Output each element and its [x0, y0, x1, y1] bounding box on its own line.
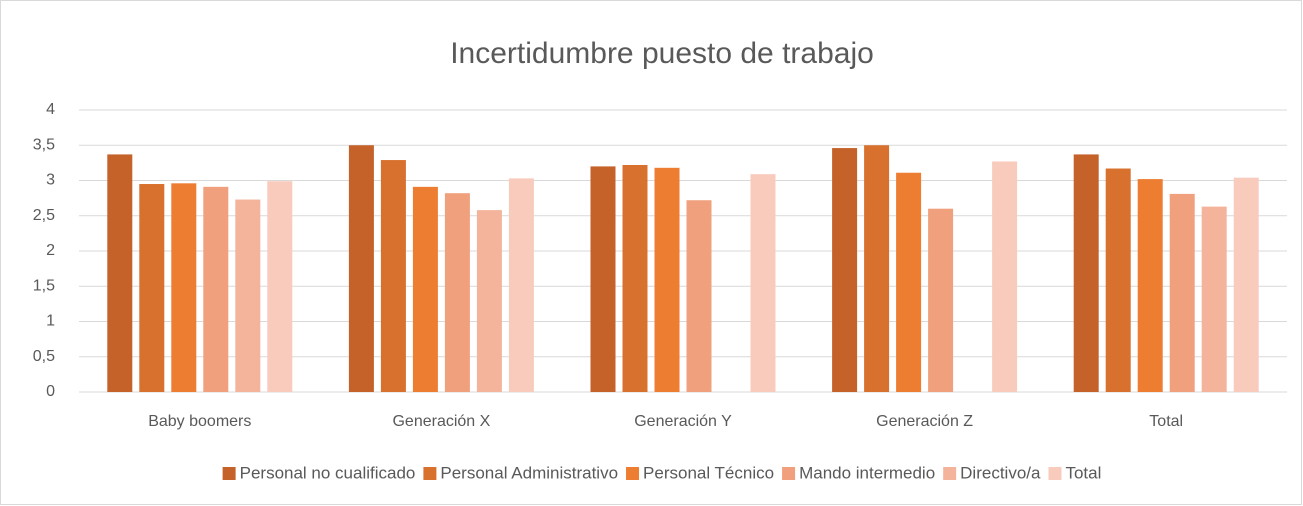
bar	[992, 161, 1018, 392]
y-tick-label: 3,5	[33, 136, 55, 153]
bar	[654, 167, 680, 392]
bar	[1169, 193, 1195, 392]
bar	[444, 193, 470, 392]
bar	[1233, 177, 1259, 392]
bar	[267, 181, 293, 392]
bar	[508, 178, 534, 392]
legend-label: Personal no cualificado	[240, 463, 416, 482]
bar	[896, 172, 922, 392]
bar	[1201, 206, 1227, 392]
bar	[412, 186, 438, 392]
bar	[203, 186, 229, 392]
legend-label: Personal Administrativo	[440, 463, 618, 482]
legend-swatch	[943, 467, 957, 480]
bar	[348, 145, 374, 392]
x-tick-label: Baby boomers	[148, 413, 251, 430]
legend-label: Total	[1065, 463, 1101, 482]
x-tick-label: Generación Y	[634, 413, 732, 430]
bar	[139, 184, 165, 392]
legend-swatch	[423, 467, 437, 480]
y-tick-label: 2,5	[33, 207, 55, 224]
bar	[1137, 179, 1163, 392]
legend-swatch	[626, 467, 640, 480]
y-tick-label: 1	[46, 313, 55, 330]
y-tick-label: 3	[46, 172, 55, 189]
y-tick-label: 4	[46, 101, 55, 118]
bar	[380, 160, 406, 392]
x-tick-label: Total	[1149, 413, 1183, 430]
bar	[622, 164, 648, 392]
legend-label: Mando intermedio	[799, 463, 935, 482]
bar	[476, 210, 502, 392]
legend-swatch	[222, 467, 236, 480]
legend-label: Directivo/a	[960, 463, 1041, 482]
bar	[1073, 154, 1099, 392]
y-tick-label: 0,5	[33, 348, 55, 365]
chart-title: Incertidumbre puesto de trabajo	[450, 37, 874, 70]
y-tick-label: 0	[46, 383, 55, 400]
x-tick-label: Generación Z	[876, 413, 973, 430]
legend-label: Personal Técnico	[643, 463, 774, 482]
bar	[1105, 168, 1131, 392]
y-tick-label: 2	[46, 242, 55, 259]
bar	[590, 166, 616, 392]
bar	[750, 174, 776, 392]
legend-swatch	[1048, 467, 1062, 480]
bar	[832, 148, 858, 392]
bar	[928, 208, 954, 392]
bar	[107, 154, 133, 392]
bar	[171, 183, 197, 392]
bar	[864, 145, 890, 392]
x-tick-label: Generación X	[392, 413, 490, 430]
bar	[686, 200, 712, 392]
y-tick-label: 1,5	[33, 277, 55, 294]
legend-swatch	[782, 467, 796, 480]
bar	[235, 199, 261, 392]
